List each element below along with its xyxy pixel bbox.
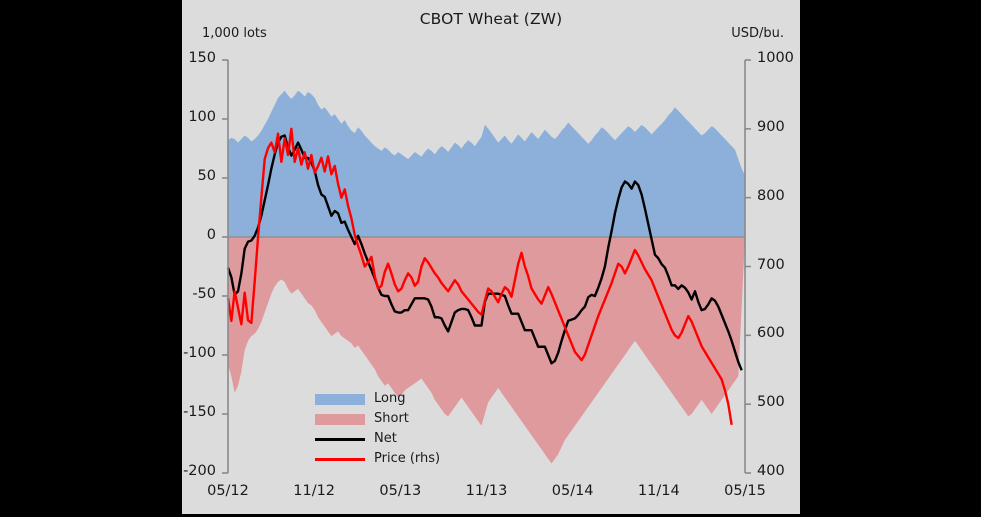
left-axis-tick-label: -100 bbox=[183, 345, 216, 361]
left-axis-tick-label: -150 bbox=[183, 404, 216, 420]
legend-item-net: Net bbox=[315, 429, 440, 449]
legend-swatch-short bbox=[315, 413, 365, 425]
x-axis-tick-label: 11/14 bbox=[637, 483, 680, 499]
legend-item-short: Short bbox=[315, 409, 440, 429]
left-axis-tick-label: 150 bbox=[188, 50, 216, 66]
legend-item-long: Long bbox=[315, 389, 440, 409]
x-axis-tick-label: 11/13 bbox=[465, 483, 508, 499]
right-axis-tick-label: 900 bbox=[757, 118, 785, 135]
right-axis-tick-label: 1000 bbox=[757, 50, 794, 66]
left-axis-tick-label: -200 bbox=[183, 463, 216, 479]
legend-label-net: Net bbox=[374, 431, 397, 446]
chart-figure: CBOT Wheat (ZW) 1,000 lots USD/bu. 150 10… bbox=[182, 0, 800, 514]
left-axis-unit-label: 1,000 lots bbox=[202, 26, 267, 41]
chart-legend: Long Short Net Price (rhs) bbox=[315, 389, 440, 469]
right-axis-tick-label: 500 bbox=[757, 394, 785, 411]
left-axis-tick-label: 100 bbox=[188, 109, 216, 125]
x-axis-tick-label: 05/12 bbox=[207, 483, 249, 499]
legend-swatch-long bbox=[315, 393, 365, 405]
legend-label-long: Long bbox=[374, 391, 406, 406]
left-axis-tick-label: -50 bbox=[192, 286, 216, 302]
right-axis-tick-label: 700 bbox=[757, 256, 785, 273]
chart-title: CBOT Wheat (ZW) bbox=[419, 10, 563, 28]
x-axis-tick-label: 05/15 bbox=[724, 483, 766, 499]
right-axis-tick-label: 600 bbox=[757, 325, 785, 342]
x-axis-tick-label: 05/13 bbox=[379, 483, 422, 499]
plot-area: 150 100 50 0 -50 -100 -150 -200 1000 900 800 700 600… bbox=[182, 0, 800, 514]
x-axis-tick-label: 11/12 bbox=[293, 483, 336, 499]
right-axis-unit-label: USD/bu. bbox=[731, 26, 784, 41]
legend-line-net bbox=[315, 437, 365, 441]
left-axis-tick-label: 50 bbox=[197, 168, 216, 184]
legend-line-price bbox=[315, 457, 365, 461]
x-axis-tick-label: 05/14 bbox=[551, 483, 594, 499]
legend-label-short: Short bbox=[374, 411, 409, 426]
area-long bbox=[228, 90, 745, 238]
right-axis-tick-label: 800 bbox=[757, 187, 785, 204]
right-axis-tick-label: 400 bbox=[757, 463, 785, 479]
legend-label-price: Price (rhs) bbox=[374, 451, 441, 466]
line-price bbox=[226, 127, 733, 426]
legend-item-price: Price (rhs) bbox=[315, 449, 440, 469]
left-axis-tick-label: 0 bbox=[206, 227, 216, 243]
chart-canvas bbox=[222, 59, 751, 474]
area-short bbox=[228, 237, 745, 464]
